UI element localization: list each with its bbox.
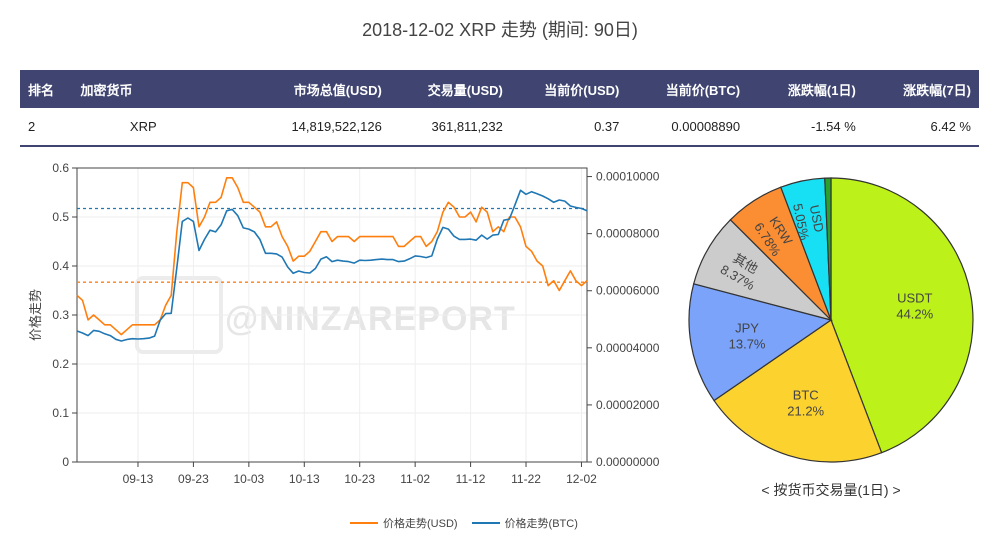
pie-slice-value: 13.7% xyxy=(729,337,766,352)
y-left-tick-label: 0.1 xyxy=(52,406,69,420)
legend-item-usd[interactable]: 价格走势(USD) xyxy=(350,515,458,531)
y-left-tick-label: 0.5 xyxy=(52,210,69,224)
x-tick-label: 10-23 xyxy=(344,472,375,486)
pie-slice-label: USDT xyxy=(897,291,932,306)
pie-slice-label: USD xyxy=(807,204,827,234)
x-tick-label: 10-03 xyxy=(233,472,264,486)
series-line-usd xyxy=(76,176,588,336)
y-left-tick-label: 0.3 xyxy=(52,308,69,322)
table-row[interactable]: 2 XRP 14,819,522,126 361,811,232 0.37 0.… xyxy=(20,108,979,146)
cell-rank: 2 xyxy=(28,119,36,134)
legend-item-btc[interactable]: 价格走势(BTC) xyxy=(471,515,578,531)
pie-caption: < 按货币交易量(1日) > xyxy=(761,482,901,498)
cell-price-usd: 0.37 xyxy=(594,119,620,134)
header-change-7d[interactable]: 涨跌幅(7日) xyxy=(903,82,971,98)
header-volume[interactable]: 交易量(USD) xyxy=(427,82,503,98)
series-line-btc xyxy=(76,189,588,342)
y-left-tick-label: 0.4 xyxy=(52,259,69,273)
page-title: 2018-12-02 XRP 走势 (期间: 90日) xyxy=(362,20,638,40)
x-tick-label: 09-23 xyxy=(178,472,209,486)
pie-slice-value: 21.2% xyxy=(787,403,824,418)
cell-market-cap: 14,819,522,126 xyxy=(291,119,382,134)
x-tick-label: 09-13 xyxy=(123,472,154,486)
header-market-cap[interactable]: 市场总值(USD) xyxy=(293,82,382,98)
y-right-tick-label: 0.00008000 xyxy=(596,227,660,241)
plot-frame xyxy=(76,167,588,463)
pie-slice xyxy=(830,177,974,454)
header-rank[interactable]: 排名 xyxy=(28,82,55,98)
pie-slice-value: 44.2% xyxy=(896,307,933,322)
y-right-tick-label: 0.00000000 xyxy=(596,455,660,469)
y-left-tick-label: 0.6 xyxy=(52,161,69,175)
cell-crypto: XRP xyxy=(129,119,157,134)
pie-slice-label: JPY xyxy=(735,321,759,336)
y-right-tick-label: 0.00004000 xyxy=(596,341,660,355)
header-price-usd[interactable]: 当前价(USD) xyxy=(544,82,620,98)
header-price-btc[interactable]: 当前价(BTC) xyxy=(665,82,741,98)
header-change-1d[interactable]: 涨跌幅(1日) xyxy=(787,82,856,98)
cell-change-1d: -1.54 % xyxy=(810,119,856,134)
chart-legend: 价格走势(USD) 价格走势(BTC) xyxy=(350,515,578,531)
pie-slice xyxy=(713,319,883,463)
legend-label-usd: 价格走势(USD) xyxy=(383,518,458,530)
legend-label-btc: 价格走势(BTC) xyxy=(504,518,578,530)
watermark: @NINZAREPORT xyxy=(225,300,516,338)
x-tick-label: 11-02 xyxy=(400,472,430,486)
y-left-tick-label: 0.2 xyxy=(52,357,69,371)
y-left-tick-label: 0 xyxy=(62,455,69,469)
summary-table: 排名 加密货币 市场总值(USD) 交易量(USD) 当前价(USD) 当前价(… xyxy=(20,70,979,147)
x-tick-label: 11-22 xyxy=(511,472,541,486)
x-tick-label: 10-13 xyxy=(289,472,320,486)
volume-pie-chart: USDT44.2%BTC21.2%JPY13.7%其他8.37%KRW6.78%… xyxy=(688,177,974,463)
x-tick-label: 11-12 xyxy=(456,472,486,486)
price-line-chart: 0 0.1 0.2 0.3 0.4 0.5 0.6 0.00000000 0.00002000 0… xyxy=(28,161,660,486)
header-crypto[interactable]: 加密货币 xyxy=(80,82,133,98)
pie-slice xyxy=(824,177,832,321)
x-tick-label: 12-02 xyxy=(566,472,597,486)
legend-swatch-btc xyxy=(471,522,500,524)
pie-slice-value: 5.05% xyxy=(790,202,812,242)
y-right-tick-label: 0.00002000 xyxy=(596,398,660,412)
y-right-tick-label: 0.00010000 xyxy=(596,170,660,184)
y-right-tick-label: 0.00006000 xyxy=(596,284,660,298)
cell-change-7d: 6.42 % xyxy=(930,119,971,134)
cell-volume: 361,811,232 xyxy=(431,119,503,134)
table-header-row: 排名 加密货币 市场总值(USD) 交易量(USD) 当前价(USD) 当前价(… xyxy=(20,70,979,108)
y-axis-title: 价格走势 xyxy=(28,289,43,341)
pie-slice xyxy=(688,283,833,402)
pie-slice-label: BTC xyxy=(793,387,819,402)
legend-swatch-usd xyxy=(350,522,378,524)
cell-price-btc: 0.00008890 xyxy=(671,119,741,134)
